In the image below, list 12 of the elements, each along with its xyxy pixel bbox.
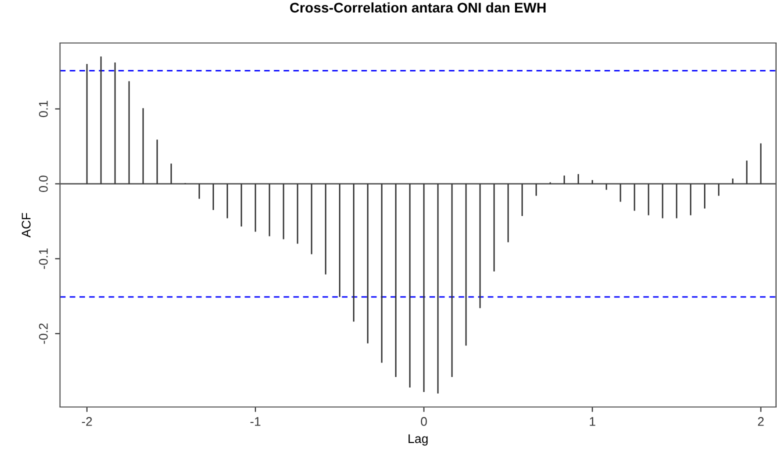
x-tick-label: 2 [758, 417, 764, 426]
x-tick-label: 1 [590, 417, 596, 426]
y-tick-label: 0.1 [38, 100, 48, 118]
x-tick-label: -2 [82, 417, 92, 426]
y-tick-label: -0.2 [38, 323, 48, 344]
x-tick-label: -1 [250, 417, 260, 426]
y-axis-title: ACF [22, 213, 31, 238]
chart-title: Cross-Correlation antara ONI dan EWH [290, 2, 546, 13]
y-tick-label: -0.1 [38, 248, 48, 269]
y-tick-label: 0.0 [38, 176, 48, 192]
x-tick-label: 0 [420, 417, 427, 426]
x-axis-title: Lag [408, 434, 428, 446]
